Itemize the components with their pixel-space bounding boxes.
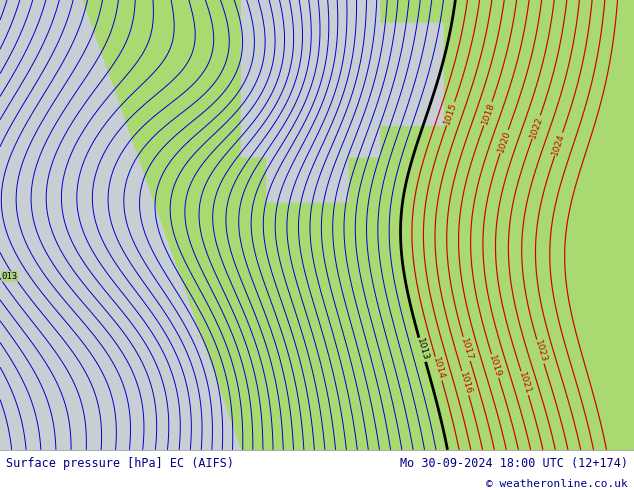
- Text: Surface pressure [hPa] EC (AIFS): Surface pressure [hPa] EC (AIFS): [6, 457, 235, 470]
- Text: Mo 30-09-2024 18:00 UTC (12+174): Mo 30-09-2024 18:00 UTC (12+174): [399, 457, 628, 470]
- Text: 1023: 1023: [533, 339, 548, 364]
- Text: 1024: 1024: [551, 132, 567, 156]
- Text: 1013: 1013: [415, 338, 430, 362]
- Text: 1018: 1018: [480, 101, 496, 126]
- Text: 1021: 1021: [517, 371, 533, 395]
- Text: 1016: 1016: [458, 371, 473, 395]
- Text: 1014: 1014: [431, 356, 446, 381]
- Text: 1022: 1022: [528, 115, 544, 139]
- Text: 1019: 1019: [488, 354, 503, 378]
- Text: 1015: 1015: [443, 101, 458, 126]
- Text: © weatheronline.co.uk: © weatheronline.co.uk: [486, 479, 628, 489]
- Text: 1020: 1020: [496, 129, 512, 154]
- Text: 013: 013: [1, 272, 17, 281]
- Text: 1017: 1017: [459, 337, 474, 361]
